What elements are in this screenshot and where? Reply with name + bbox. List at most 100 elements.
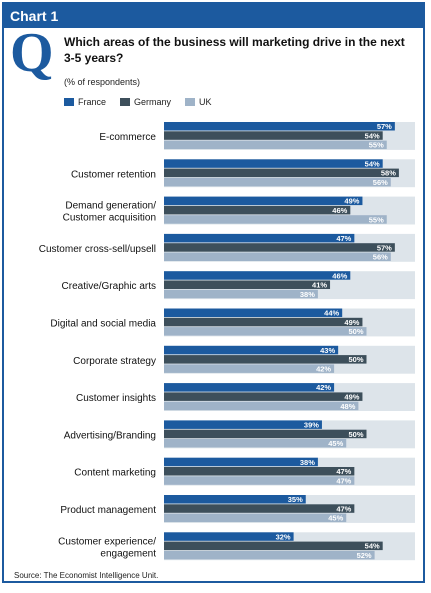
data-label: 48% [340,402,355,411]
bar-uk [164,439,347,448]
category-label: Digital and social media [50,318,156,329]
category-label: Advertising/Branding [64,430,156,441]
bar-uk [164,364,335,373]
data-label: 50% [348,430,363,439]
bar-france [164,271,351,280]
bar-germany [164,168,399,178]
data-label: 44% [324,309,339,318]
data-label: 45% [328,439,343,448]
data-label: 46% [332,206,347,215]
data-label: 38% [300,458,315,467]
data-label: 54% [365,542,380,551]
chart-frame: Chart 1 Q Which areas of the business wi… [2,2,425,583]
bar-germany [164,243,395,252]
chart-header: Chart 1 [4,4,423,28]
category-label: Customer acquisition [63,213,156,224]
bar-france [164,495,306,504]
bar-germany [164,392,363,401]
bar-uk [164,140,387,150]
bar-uk [164,401,359,411]
legend-label: Germany [134,97,172,107]
data-label: 47% [336,504,351,513]
data-label: 45% [328,514,343,523]
bar-germany [164,317,363,327]
legend-item-france: France [64,96,106,108]
bar-france [164,122,395,131]
data-label: 50% [348,327,363,336]
legend-swatch [120,98,131,106]
bar-france [164,308,343,317]
data-label: 57% [377,122,392,131]
legend-swatch [64,98,74,106]
data-label: 57% [377,243,392,252]
bar-uk [164,476,355,485]
bar-uk [164,513,347,523]
category-label: Product management [60,505,156,516]
category-label: Customer experience/ [58,536,156,547]
source-note: Source: The Economist Intelligence Unit. [14,571,159,580]
bar-france [164,457,318,467]
bar-france [164,196,363,206]
data-label: 58% [381,169,396,178]
bar-france [164,233,355,243]
legend: France Germany UK [64,96,212,108]
data-label: 47% [336,467,351,476]
data-label: 43% [320,346,335,355]
bar-uk [164,550,375,560]
bar-germany [164,355,367,364]
bar-germany [164,541,383,551]
category-label: Corporate strategy [73,356,156,367]
legend-label: UK [199,97,212,107]
data-label: 47% [336,476,351,485]
data-label: 39% [304,421,319,430]
bar-uk [164,215,387,224]
chart-question: Which areas of the business will marketi… [64,35,405,65]
category-label: Creative/Graphic arts [62,281,156,292]
bar-uk [164,252,391,261]
category-label: E-commerce [99,132,156,143]
legend-label: France [78,97,107,107]
data-label: 32% [276,532,291,541]
data-label: 47% [336,234,351,243]
bar-germany [164,467,355,476]
bar-germany [164,205,351,215]
bar-germany [164,131,383,140]
data-label: 56% [373,178,388,187]
legend-item-uk: UK [185,96,212,108]
question-icon: Q [10,22,54,84]
data-label: 49% [344,197,359,206]
bar-france [164,532,294,541]
legend-item-germany: Germany [120,96,171,108]
bar-germany [164,429,367,439]
data-label: 49% [344,393,359,402]
data-label: 41% [312,281,327,290]
category-label: Customer retention [71,169,156,180]
category-label: Customer insights [76,393,156,404]
data-label: 50% [348,355,363,364]
data-label: 42% [316,383,331,392]
data-label: 38% [300,290,315,299]
bar-germany [164,280,331,289]
bar-uk [164,289,318,299]
data-label: 54% [365,159,380,168]
data-label: 52% [357,551,372,560]
data-label: 54% [365,131,380,140]
legend-swatch [185,98,196,106]
bar-france [164,345,339,355]
category-label: engagement [100,548,156,559]
data-label: 55% [369,215,384,224]
bar-france [164,383,335,392]
category-label: Content marketing [74,468,156,479]
data-label: 35% [288,495,303,504]
bar-uk [164,327,367,336]
category-label: Demand generation/ [65,201,156,212]
bar-uk [164,177,391,187]
category-label: Customer cross-sell/upsell [39,244,156,255]
data-label: 55% [369,141,384,150]
data-label: 56% [373,253,388,262]
bar-france [164,159,383,168]
data-label: 46% [332,271,347,280]
data-label: 49% [344,318,359,327]
bar-germany [164,504,355,513]
